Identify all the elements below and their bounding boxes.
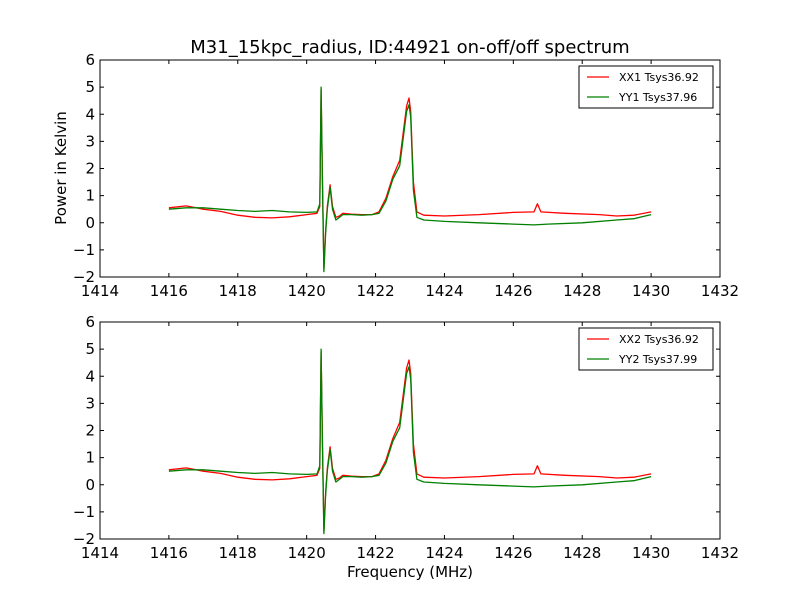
y-tick-label: 1 <box>85 187 95 205</box>
x-tick-label: 1428 <box>563 282 601 300</box>
x-axis-label: Frequency (MHz) <box>347 563 473 581</box>
x-tick-label: 1418 <box>219 282 257 300</box>
x-tick-label: 1424 <box>425 282 463 300</box>
y-tick-label: 4 <box>85 105 95 123</box>
legend-box <box>578 327 714 371</box>
x-tick-label: 1432 <box>701 544 739 562</box>
y-tick-label: −1 <box>73 241 95 259</box>
x-tick-label: 1420 <box>288 544 326 562</box>
legend-box <box>578 65 714 109</box>
legend-label: XX1 Tsys36.92 <box>619 71 699 84</box>
legend-label: YY2 Tsys37.99 <box>618 353 697 366</box>
y-tick-label: 2 <box>85 160 95 178</box>
y-axis-label: Power in Kelvin <box>52 111 70 225</box>
x-tick-label: 1430 <box>632 282 670 300</box>
y-tick-label: 1 <box>85 449 95 467</box>
x-tick-label: 1418 <box>219 544 257 562</box>
x-tick-label: 1414 <box>81 544 119 562</box>
x-tick-label: 1424 <box>425 544 463 562</box>
x-tick-label: 1422 <box>356 282 394 300</box>
x-tick-label: 1416 <box>150 282 188 300</box>
x-tick-label: 1428 <box>563 544 601 562</box>
figure-title: M31_15kpc_radius, ID:44921 on-off/off sp… <box>190 37 629 58</box>
panel-2: 1414 1416 1418 1420 1422 1424 1426 1428 1430 1432… <box>73 313 739 562</box>
legend-panel-2: XX2 Tsys36.92 YY2 Tsys37.99 <box>578 327 714 371</box>
y-tick-label: −2 <box>73 530 95 548</box>
panel-1: 1414 1416 1418 1420 1422 1424 1426 1428 1430 1432… <box>73 51 739 300</box>
y-tick-label: 6 <box>85 313 95 331</box>
x-tick-label: 1432 <box>701 282 739 300</box>
y-tick-label: 0 <box>85 476 95 494</box>
x-tick-label: 1426 <box>494 282 532 300</box>
x-tick-label: 1430 <box>632 544 670 562</box>
x-tick-label: 1426 <box>494 544 532 562</box>
legend-label: XX2 Tsys36.92 <box>619 333 699 346</box>
y-tick-label: 0 <box>85 214 95 232</box>
y-tick-label: 5 <box>85 340 95 358</box>
legend-panel-1: XX1 Tsys36.92 YY1 Tsys37.96 <box>578 65 714 109</box>
y-tick-label: 4 <box>85 367 95 385</box>
x-tick-label: 1422 <box>356 544 394 562</box>
x-tick-label: 1420 <box>288 282 326 300</box>
y-tick-label: −2 <box>73 268 95 286</box>
x-tick-label: 1416 <box>150 544 188 562</box>
y-tick-label: 6 <box>85 51 95 69</box>
series-line-yy-panel-1 <box>168 86 652 273</box>
x-tick-label: 1414 <box>81 282 119 300</box>
y-tick-label: 2 <box>85 422 95 440</box>
series-line-yy-panel-2 <box>168 348 652 535</box>
legend-label: YY1 Tsys37.96 <box>618 91 697 104</box>
y-tick-label: 3 <box>85 132 95 150</box>
y-tick-label: −1 <box>73 503 95 521</box>
y-tick-label: 5 <box>85 78 95 96</box>
y-tick-label: 3 <box>85 394 95 412</box>
